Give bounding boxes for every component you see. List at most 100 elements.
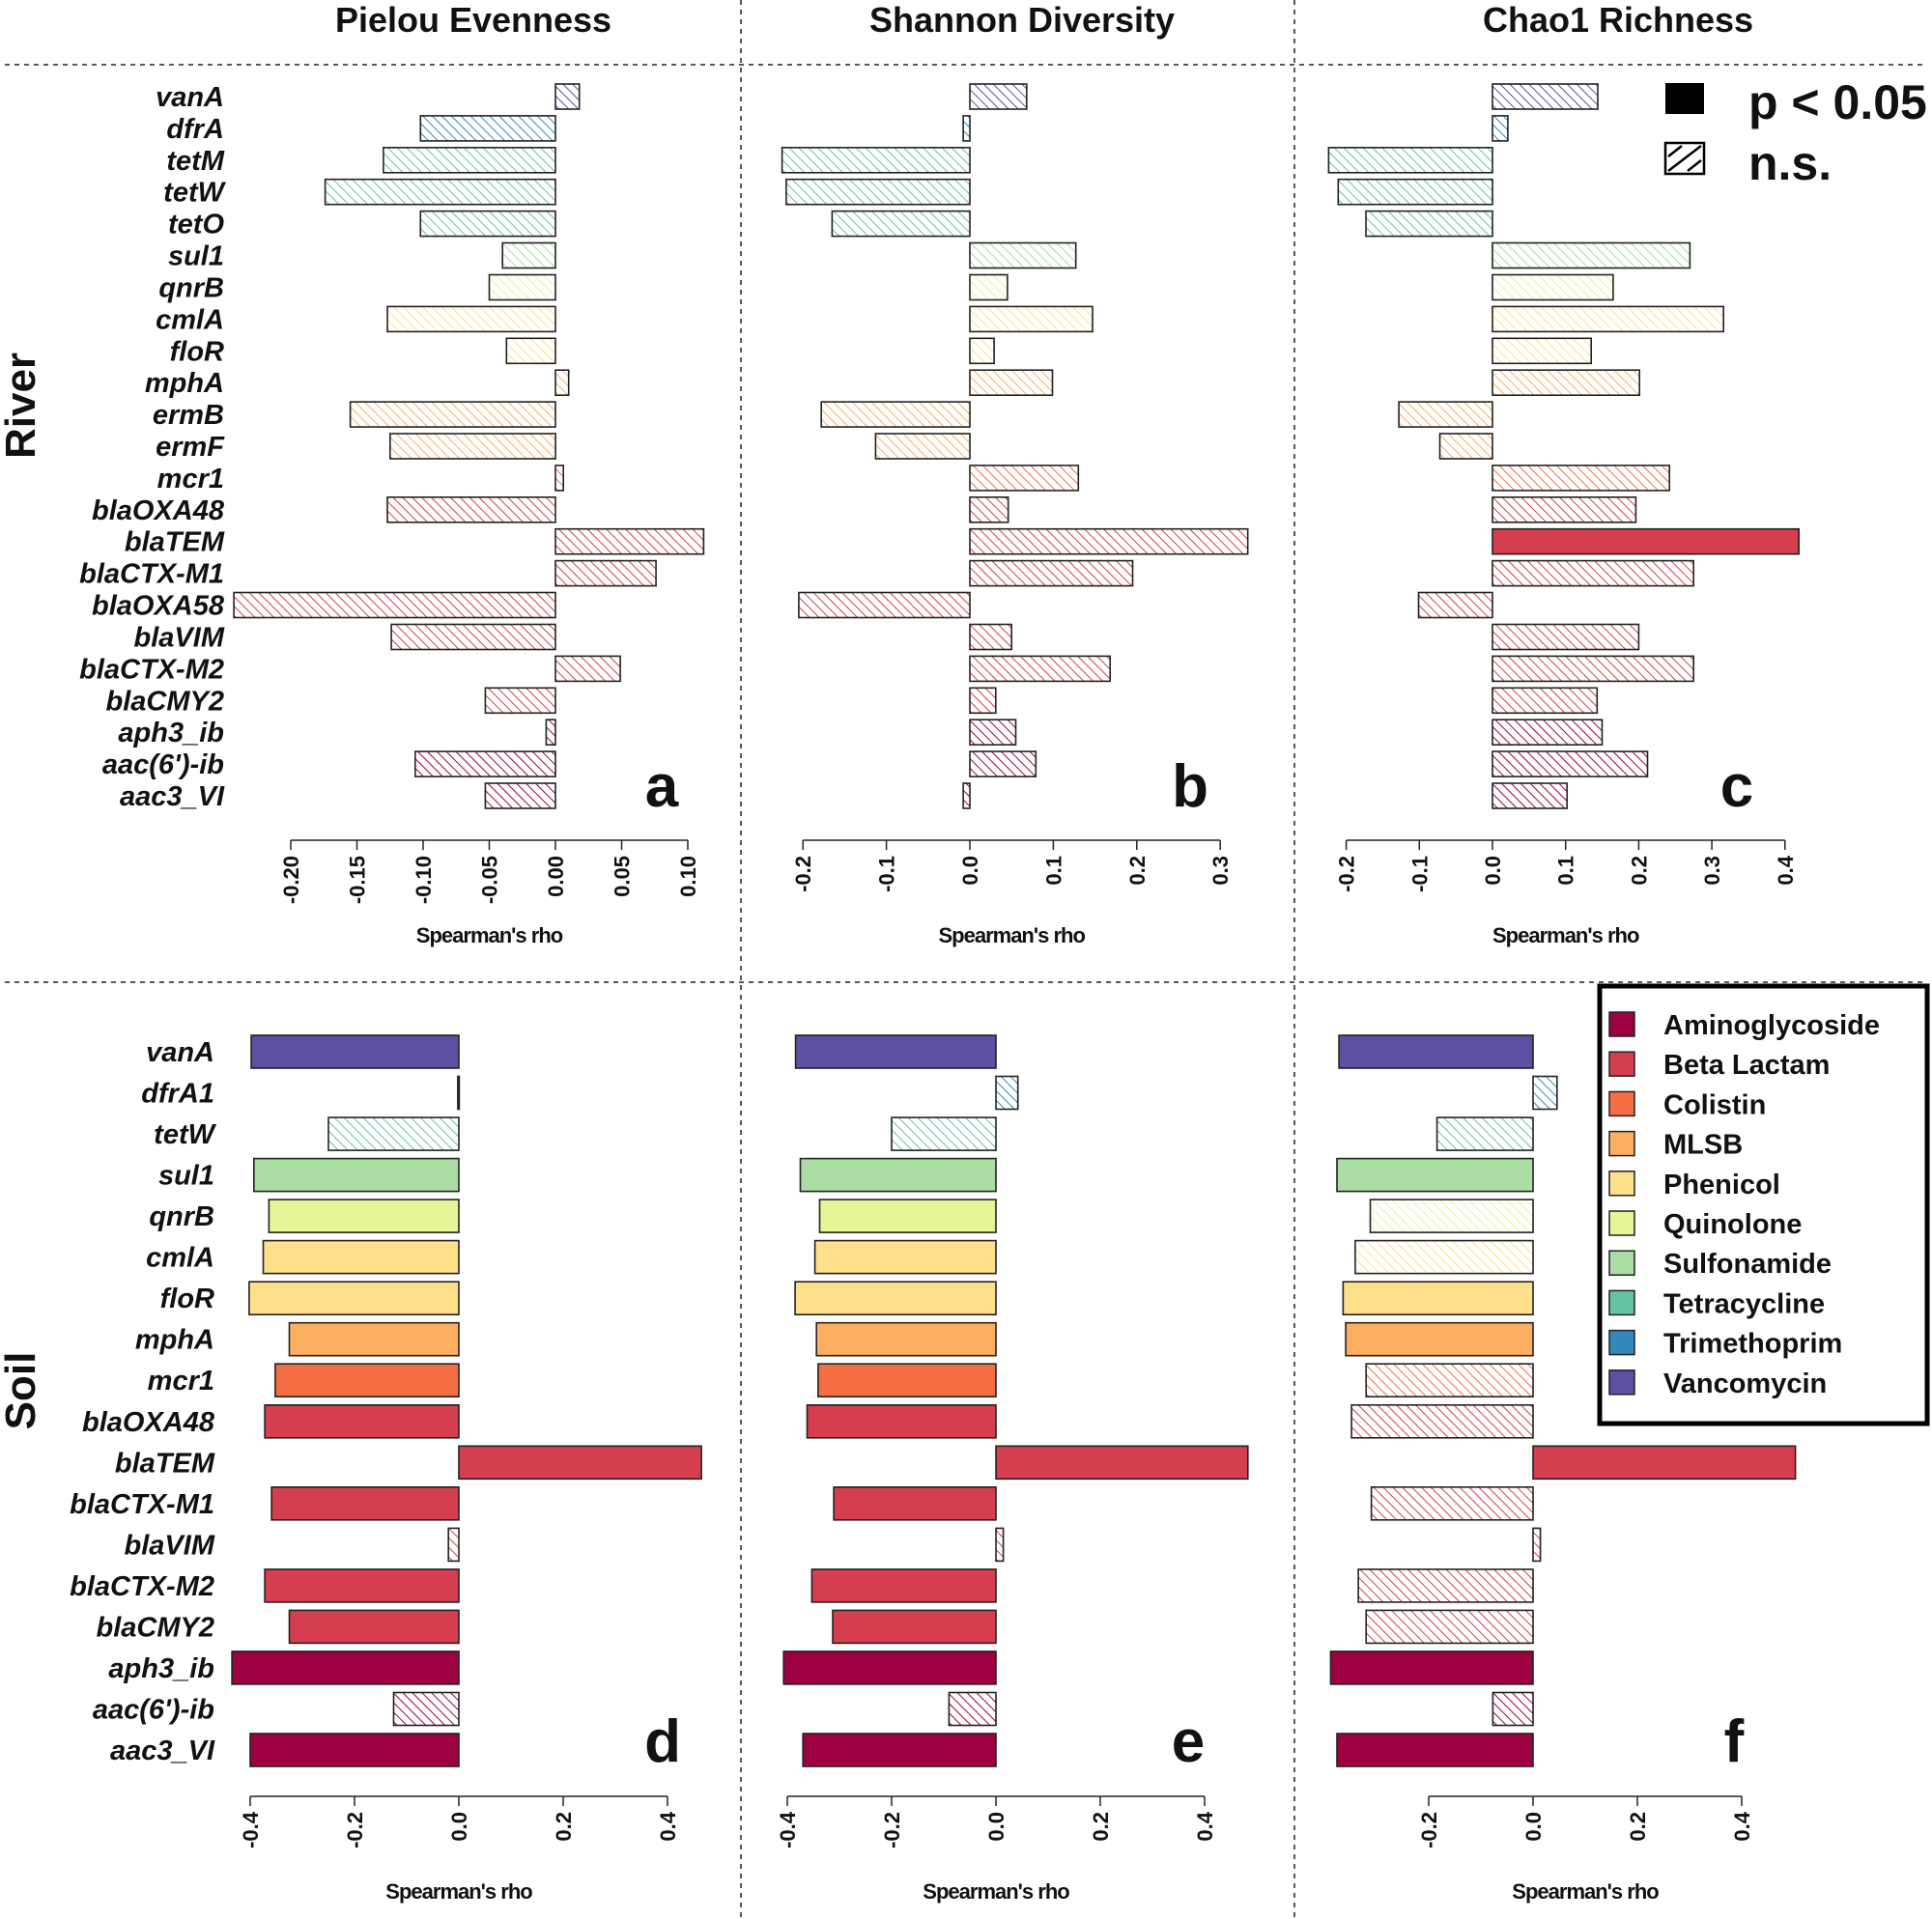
legend-label-quinolone: Quinolone bbox=[1663, 1209, 1802, 1240]
bar-c-aac3-vi bbox=[1492, 782, 1568, 809]
x-tick-label: -0.2 bbox=[1417, 1812, 1441, 1848]
gene-label: vanA bbox=[156, 82, 224, 113]
bar-a-blaoxa48 bbox=[386, 495, 556, 523]
legend-label-beta-lactam: Beta Lactam bbox=[1663, 1050, 1830, 1081]
bar-b-cmla bbox=[969, 305, 1094, 333]
gene-label: sul1 bbox=[158, 1161, 214, 1192]
x-axis-title: Spearman's rho bbox=[923, 1879, 1069, 1904]
gene-label: blaCTX-M1 bbox=[79, 559, 224, 590]
bar-c-teto bbox=[1365, 210, 1493, 238]
panel-c: -0.2 -0.1 0.0 0.1 0.2 0.3 0.4 Spearman's rho c bbox=[1327, 83, 1801, 947]
bar-d-qnrb bbox=[268, 1199, 460, 1233]
bar-f-mpha bbox=[1345, 1321, 1534, 1357]
bar-c-blactx-m2 bbox=[1492, 655, 1694, 683]
x-tick-label: 0.2 bbox=[552, 1812, 576, 1842]
x-tick-label: -0.2 bbox=[880, 1812, 904, 1848]
bar-b-blavim bbox=[969, 623, 1013, 651]
bar-e-mpha bbox=[815, 1321, 997, 1357]
bar-f-flor bbox=[1342, 1281, 1534, 1315]
bar-a-tetm bbox=[383, 147, 556, 174]
bar-c-sul1 bbox=[1492, 241, 1691, 269]
bar-e-dfra1 bbox=[995, 1075, 1019, 1111]
gene-label: mcr1 bbox=[148, 1366, 214, 1397]
x-tick-label: -0.15 bbox=[346, 856, 370, 904]
gene-label: ermF bbox=[156, 432, 225, 463]
bar-c-flor bbox=[1492, 337, 1592, 365]
x-tick-label: 0.0 bbox=[984, 1812, 1009, 1842]
bar-e-vana bbox=[794, 1034, 997, 1069]
bar-c-aac-6-ib bbox=[1492, 750, 1649, 777]
bar-a-blactx-m1 bbox=[554, 559, 657, 587]
bar-a-tetw bbox=[324, 178, 556, 206]
gene-label: blaOXA48 bbox=[92, 495, 225, 526]
bar-b-tetw bbox=[785, 178, 971, 206]
bar-c-dfra bbox=[1492, 115, 1509, 142]
x-tick-label: -0.1 bbox=[875, 856, 899, 892]
panel-letter-e: e bbox=[1172, 1708, 1205, 1775]
bar-c-mpha bbox=[1492, 369, 1640, 397]
x-tick-label: -0.2 bbox=[791, 856, 815, 892]
bar-c-blavim bbox=[1492, 623, 1640, 651]
bar-c-ermb bbox=[1398, 401, 1493, 428]
bar-b-aph3-ib bbox=[969, 719, 1017, 747]
legend-label-vancomycin: Vancomycin bbox=[1663, 1369, 1827, 1399]
x-tick-label: 0.0 bbox=[447, 1812, 471, 1842]
x-tick-label: 0.3 bbox=[1208, 856, 1233, 886]
bar-c-aph3-ib bbox=[1492, 719, 1604, 747]
bar-f-aac-6-ib bbox=[1492, 1691, 1534, 1727]
bar-c-blactx-m1 bbox=[1492, 559, 1694, 587]
gene-label: qnrB bbox=[149, 1201, 214, 1232]
bar-b-vana bbox=[969, 83, 1028, 110]
panel-letter-d: d bbox=[644, 1708, 681, 1775]
bar-a-ermb bbox=[349, 401, 556, 428]
x-tick-label: 0.00 bbox=[544, 856, 568, 897]
bar-c-qnrb bbox=[1492, 273, 1614, 301]
bar-a-aac3-vi bbox=[484, 782, 556, 809]
x-tick-label: 0.05 bbox=[611, 856, 635, 897]
bar-e-aph3-ib bbox=[782, 1651, 997, 1685]
panel-letter-b: b bbox=[1172, 753, 1208, 820]
legend-label-phenicol: Phenicol bbox=[1663, 1170, 1780, 1200]
legend-hatch-line bbox=[1687, 159, 1702, 172]
bar-d-vana bbox=[250, 1034, 460, 1069]
bar-d-blactx-m1 bbox=[270, 1486, 460, 1521]
x-tick-label: -0.05 bbox=[478, 856, 502, 904]
gene-label: blaCTX-M2 bbox=[79, 654, 224, 685]
bar-d-sul1 bbox=[252, 1157, 460, 1193]
x-tick-label: 0.0 bbox=[958, 856, 982, 886]
bar-a-mcr1 bbox=[554, 465, 564, 492]
bar-b-ermb bbox=[820, 401, 971, 428]
bar-d-blactx-m2 bbox=[264, 1568, 460, 1603]
bar-a-blactx-m2 bbox=[554, 655, 621, 683]
bar-c-blacmy2 bbox=[1492, 687, 1599, 715]
legend-ns-label: n.s. bbox=[1748, 136, 1832, 190]
bar-b-blactx-m2 bbox=[969, 655, 1111, 683]
bar-f-blaoxa48 bbox=[1350, 1404, 1534, 1439]
bar-b-mpha bbox=[969, 369, 1054, 397]
bar-f-sul1 bbox=[1336, 1157, 1534, 1193]
bar-b-blactx-m1 bbox=[969, 559, 1134, 587]
bar-b-dfra bbox=[962, 115, 971, 142]
bar-d-aac-6-ib bbox=[392, 1691, 460, 1727]
x-axis-title: Spearman's rho bbox=[1512, 1879, 1659, 1904]
bar-e-flor bbox=[794, 1281, 997, 1315]
x-tick-label: 0.1 bbox=[1554, 856, 1578, 886]
gene-label: blaOXA58 bbox=[92, 591, 225, 622]
bar-a-teto bbox=[419, 210, 556, 238]
bar-a-dfra bbox=[419, 115, 556, 142]
bar-b-blatem bbox=[969, 527, 1249, 555]
bar-c-tetw bbox=[1337, 178, 1493, 206]
bar-a-aph3-ib bbox=[545, 719, 556, 747]
bar-d-mpha bbox=[288, 1321, 460, 1357]
legend-label-mlsb: MLSB bbox=[1663, 1130, 1743, 1161]
row-label-river: River bbox=[0, 353, 44, 459]
class-legend: Aminoglycoside Beta Lactam Colistin MLSB Phe… bbox=[1597, 983, 1930, 1426]
x-tick-label: -0.4 bbox=[776, 1811, 800, 1848]
bar-a-vana bbox=[554, 83, 581, 110]
bar-b-aac-6-ib bbox=[969, 750, 1037, 777]
bar-a-sul1 bbox=[501, 241, 556, 269]
bar-a-flor bbox=[505, 337, 556, 365]
bar-d-mcr1 bbox=[274, 1363, 460, 1397]
gene-label: floR bbox=[160, 1284, 214, 1314]
bar-b-blacmy2 bbox=[969, 687, 997, 715]
